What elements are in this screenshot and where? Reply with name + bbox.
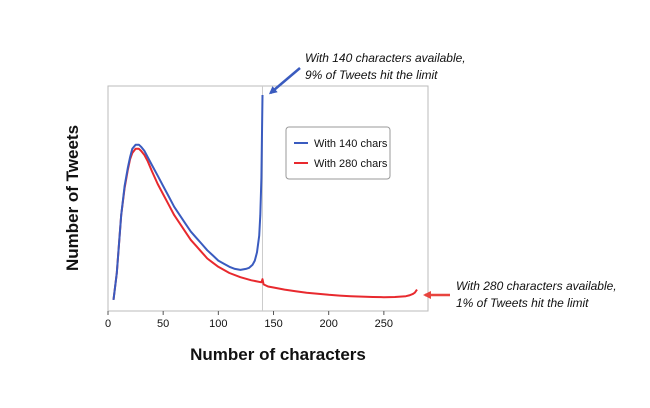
x-tick-label-150: 150 (264, 318, 282, 330)
series-line-280 (112, 147, 418, 301)
annotation-280-line-1: With 280 characters available, (456, 279, 617, 293)
annotation-140: With 140 characters available, 9% of Twe… (268, 51, 466, 95)
series-layer (112, 94, 418, 301)
plot-frame (107, 85, 429, 312)
legend-box (285, 126, 391, 180)
legend: With 140 chars With 280 chars (285, 126, 391, 180)
x-tick-label-200: 200 (320, 318, 338, 330)
legend-label-280: With 280 chars (314, 158, 388, 170)
annotation-140-line-1: With 140 characters available, (305, 51, 466, 65)
legend-label-140: With 140 chars (314, 138, 388, 150)
x-tick-label-0: 0 (105, 318, 111, 330)
x-tick-label-50: 50 (157, 318, 169, 330)
x-tick-label-100: 100 (209, 318, 227, 330)
x-axis-label: Number of characters (190, 345, 366, 364)
annotation-140-arrow (268, 67, 301, 95)
annotation-140-line-2: 9% of Tweets hit the limit (305, 68, 438, 82)
x-axis-ticks: 0 50 100 150 200 250 (105, 311, 393, 330)
annotation-280-line-2: 1% of Tweets hit the limit (456, 296, 589, 310)
y-axis-label: Number of Tweets (63, 125, 82, 271)
annotation-280: With 280 characters available, 1% of Twe… (422, 279, 617, 310)
series-line-140 (112, 94, 264, 301)
x-tick-label-250: 250 (375, 318, 393, 330)
